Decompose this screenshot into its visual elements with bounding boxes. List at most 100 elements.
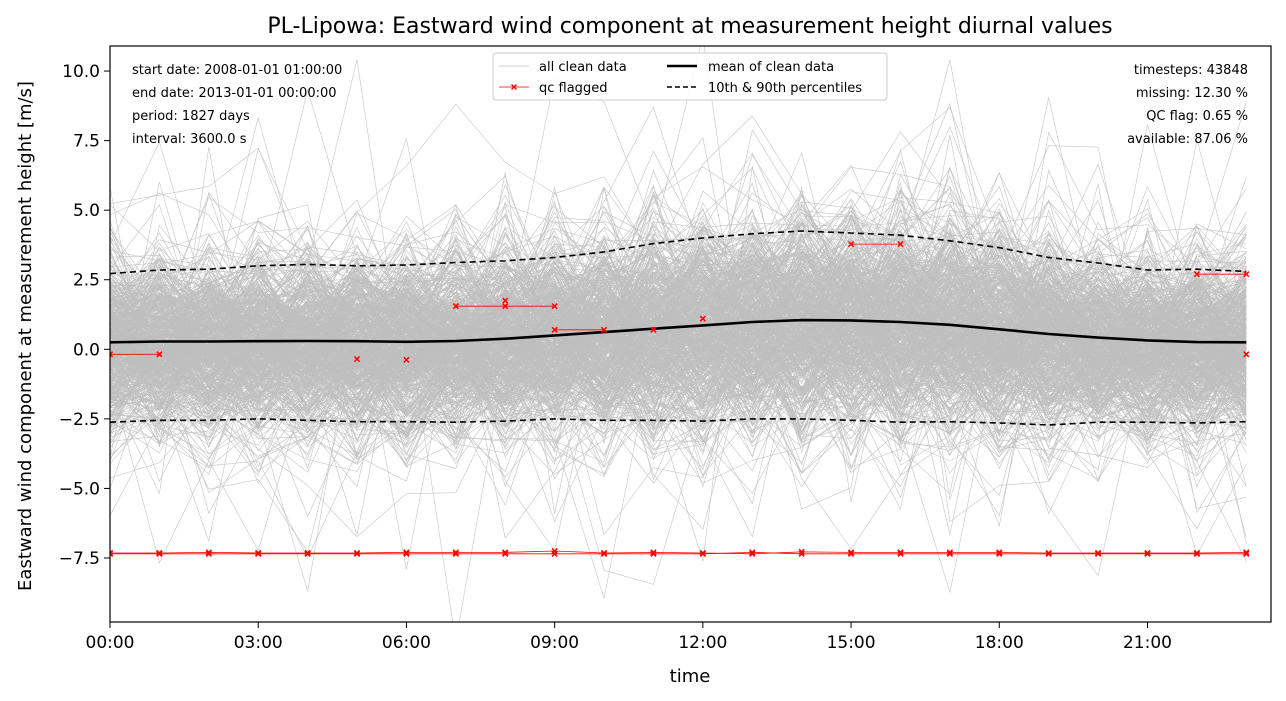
clean-data-line — [110, 77, 1247, 413]
clean-data-line — [110, 126, 1247, 449]
clean-data-line — [110, 194, 1247, 395]
clean-data-line — [110, 344, 1247, 488]
clean-data-line — [110, 319, 1247, 477]
y-tick-label: 5.0 — [73, 201, 100, 221]
info-period: period: 1827 days — [132, 109, 250, 124]
qc-flagged-point — [502, 303, 509, 310]
qc-flagged-point — [798, 550, 805, 557]
info-timesteps: timesteps: 43848 — [1134, 63, 1248, 78]
qc-flagged-point — [110, 550, 114, 557]
qc-flagged-point — [749, 549, 756, 556]
clean-data-line — [110, 334, 1247, 506]
qc-flagged-point — [1243, 550, 1250, 557]
clean-data-line — [110, 277, 1247, 442]
qc-flagged-point — [205, 550, 212, 557]
qc-flagged-point — [403, 356, 410, 364]
x-tick-label: 06:00 — [382, 633, 431, 653]
y-axis-label: Eastward wind component at measurement h… — [15, 81, 36, 591]
clean-data-line — [110, 164, 1247, 349]
y-tick-label: 10.0 — [62, 62, 100, 82]
clean-data-line — [110, 290, 1247, 536]
info-missing: missing: 12.30 % — [1136, 86, 1248, 101]
y-tick-label: 7.5 — [73, 132, 100, 152]
clean-data-line — [110, 106, 1247, 439]
qc-flagged-point — [1144, 550, 1151, 557]
x-tick-label: 09:00 — [530, 633, 579, 653]
info-available: available: 87.06 % — [1127, 132, 1248, 147]
clean-data-line — [110, 267, 1247, 414]
percentile-90-line — [110, 230, 1247, 275]
qc-flagged-point — [452, 303, 459, 310]
x-tick-label: 12:00 — [678, 633, 727, 653]
qc-flagged-point — [650, 326, 657, 333]
clean-data-line — [110, 272, 1247, 377]
y-tick-label: −7.5 — [59, 549, 100, 569]
clean-data-line — [110, 264, 1247, 445]
clean-data-line — [110, 220, 1247, 333]
clean-data-line — [110, 237, 1247, 391]
clean-data-line — [110, 182, 1247, 369]
legend-swatch-qc-marker — [511, 84, 517, 90]
clean-data-line — [110, 288, 1247, 488]
clean-data-line — [110, 215, 1247, 377]
qc-flagged-point — [403, 550, 410, 557]
clean-data-line — [110, 264, 1247, 396]
clean-data-line — [110, 280, 1247, 402]
info-left: start date: 2008-01-01 01:00:00 end date… — [132, 63, 342, 147]
info-right: timesteps: 43848 missing: 12.30 % QC fla… — [1127, 63, 1248, 147]
clean-data-line — [110, 253, 1247, 416]
qc-flagged-point — [897, 550, 904, 557]
qc-flagged-point — [353, 355, 361, 363]
x-tick-label: 00:00 — [86, 633, 135, 653]
statistic-lines — [110, 230, 1247, 426]
clean-data-line — [110, 231, 1247, 411]
clean-data-line — [110, 351, 1247, 480]
qc-flagged-point — [502, 550, 509, 557]
qc-flagged-point — [156, 351, 163, 358]
clean-data-line — [110, 262, 1247, 468]
qc-flagged-point — [600, 326, 608, 333]
plot-area — [109, 45, 1272, 623]
clean-data-line — [110, 243, 1247, 398]
qc-flagged-point — [1193, 271, 1201, 278]
qc-flagged-point — [110, 351, 114, 358]
clean-data-line — [110, 296, 1247, 455]
qc-flagged-point — [304, 550, 311, 557]
clean-data-line — [110, 253, 1247, 430]
clean-data-line — [110, 216, 1247, 365]
y-tick-label: 0.0 — [73, 340, 100, 360]
clean-data-line — [110, 293, 1247, 454]
clean-data-line — [110, 251, 1247, 398]
clean-data-line — [110, 221, 1247, 400]
y-tick-label: −5.0 — [59, 479, 100, 499]
qc-flagged-point — [946, 550, 954, 557]
clean-data-line — [110, 257, 1247, 429]
plot-frame — [109, 45, 1272, 623]
clean-data-line — [110, 253, 1247, 523]
qc-flagged-line — [110, 550, 1247, 555]
clean-data-line — [110, 318, 1247, 444]
clean-data-line — [110, 196, 1247, 338]
clean-data-line — [110, 235, 1247, 417]
qc-flagged-point — [1193, 550, 1201, 557]
qc-flagged-point — [699, 315, 706, 322]
clean-data-line — [110, 258, 1247, 428]
y-tick-label: −2.5 — [59, 410, 100, 430]
qc-flagged-point — [156, 550, 163, 557]
legend-label-clean: all clean data — [539, 60, 627, 75]
x-tick-label: 15:00 — [827, 633, 876, 653]
clean-data-line — [110, 308, 1247, 478]
info-end-date: end date: 2013-01-01 00:00:00 — [132, 86, 337, 101]
x-axis-label: time — [670, 666, 711, 687]
clean-data-line — [110, 182, 1247, 564]
clean-data-line — [110, 243, 1247, 405]
clean-data-line — [110, 232, 1247, 455]
clean-data-line — [110, 278, 1247, 410]
info-interval: interval: 3600.0 s — [132, 132, 247, 147]
qc-flagged-point — [847, 550, 855, 557]
clean-data-line — [110, 262, 1247, 445]
qc-flagged-point — [847, 240, 855, 248]
clean-data-line — [110, 321, 1247, 458]
clean-data-line — [110, 288, 1247, 477]
